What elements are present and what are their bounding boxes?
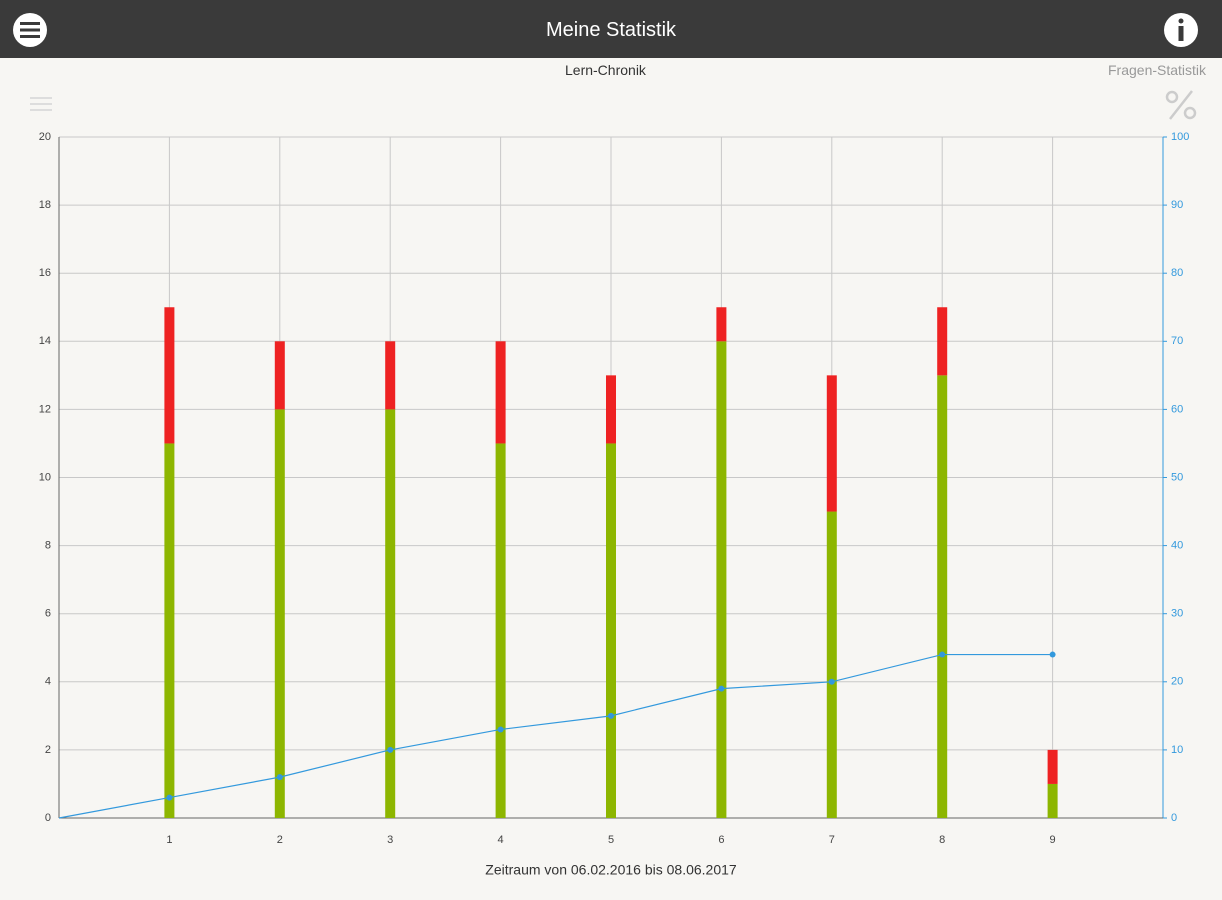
y-tick-label: 20 <box>39 131 51 143</box>
y2-tick-label: 90 <box>1171 199 1183 211</box>
app-title: Meine Statistik <box>545 19 677 41</box>
x-tick-label: 2 <box>277 834 283 846</box>
bar-segment <box>937 307 948 376</box>
list-icon <box>30 97 52 111</box>
line-point <box>387 746 394 753</box>
x-tick-label: 9 <box>1050 834 1056 846</box>
x-tick-label: 6 <box>718 834 724 846</box>
y-tick-label: 12 <box>39 403 51 415</box>
app-bar: Meine Statistik <box>0 0 1222 58</box>
bar-segment <box>385 409 396 818</box>
y2-tick-label: 20 <box>1171 676 1183 688</box>
line-point <box>166 794 173 801</box>
tab[interactable]: Lern-Chronik <box>565 62 646 78</box>
y-tick-label: 6 <box>45 608 51 620</box>
bar-segment <box>274 341 285 410</box>
bar-segment <box>385 341 396 410</box>
y-tick-label: 16 <box>39 267 51 279</box>
bar-segment <box>826 375 837 512</box>
y2-tick-label: 70 <box>1171 335 1183 347</box>
y-tick-label: 10 <box>39 471 51 483</box>
y2-tick-label: 60 <box>1171 403 1183 415</box>
y2-tick-label: 80 <box>1171 267 1183 279</box>
y2-tick-label: 40 <box>1171 540 1183 552</box>
x-tick-label: 3 <box>387 834 393 846</box>
bar-segment <box>937 375 948 818</box>
line-point <box>276 774 283 781</box>
y2-tick-label: 50 <box>1171 471 1183 483</box>
line-point <box>1049 651 1056 658</box>
bar-segment <box>274 409 285 818</box>
y-tick-label: 8 <box>45 540 51 552</box>
x-tick-label: 5 <box>608 834 614 846</box>
percent-icon <box>1165 90 1197 120</box>
bar-segment <box>495 443 506 818</box>
y2-tick-label: 30 <box>1171 608 1183 620</box>
x-tick-label: 1 <box>166 834 172 846</box>
bar-segment <box>164 443 175 818</box>
y2-tick-label: 10 <box>1171 744 1183 756</box>
bar-segment <box>1047 749 1058 784</box>
x-tick-label: 4 <box>498 834 504 846</box>
line-point <box>939 651 946 658</box>
y-tick-label: 14 <box>39 335 51 347</box>
line-point <box>608 712 614 719</box>
y2-tick-label: 0 <box>1171 812 1177 824</box>
tab[interactable]: Fragen-Statistik <box>1108 62 1207 78</box>
x-tick-label: 8 <box>939 834 945 846</box>
y-tick-label: 4 <box>45 676 51 688</box>
bar-segment <box>606 443 616 818</box>
x-tick-label: 7 <box>829 834 835 846</box>
y-tick-label: 2 <box>45 744 51 756</box>
bar-segment <box>716 307 727 342</box>
bar-segment <box>826 511 837 818</box>
y-tick-label: 0 <box>45 812 51 824</box>
x-axis-label: Zeitraum von 06.02.2016 bis 08.06.2017 <box>485 862 737 878</box>
bar-segment <box>495 341 506 444</box>
bar-segment <box>606 375 616 444</box>
y2-tick-label: 100 <box>1171 131 1189 143</box>
bar-segment <box>164 307 175 444</box>
line <box>58 653 1053 819</box>
bar-segment <box>1047 783 1058 818</box>
line-point <box>828 678 835 685</box>
y-tick-label: 18 <box>39 199 51 211</box>
bar-segment <box>716 341 727 818</box>
menu-button[interactable] <box>10 10 50 50</box>
line-point <box>497 726 504 733</box>
info-button[interactable] <box>1161 10 1201 50</box>
line-point <box>718 685 725 692</box>
